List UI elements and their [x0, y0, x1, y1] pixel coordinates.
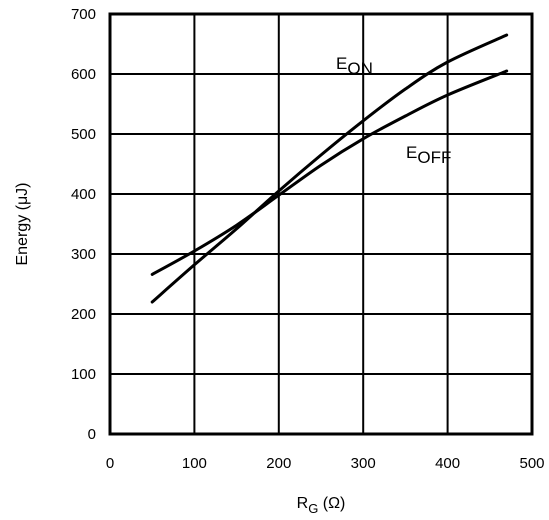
x-tick-label-400: 400	[435, 455, 460, 472]
series-line-eoff	[150, 69, 509, 276]
x-axis-ticks: 0 100 200 300 400 500	[106, 455, 545, 472]
y-axis-label: Energy (μJ)	[14, 182, 31, 265]
series-group	[150, 33, 509, 304]
series-label-eoff: EOFF	[406, 143, 451, 167]
x-tick-label-0: 0	[106, 455, 114, 472]
y-tick-label-400: 400	[71, 186, 96, 203]
grid	[110, 14, 532, 434]
x-axis-label-sub: G	[308, 501, 318, 516]
x-tick-label-200: 200	[266, 455, 291, 472]
series-label-eoff-sub: OFF	[417, 148, 451, 167]
y-tick-label-700: 700	[71, 6, 96, 23]
plot-frame	[108, 12, 534, 436]
x-tick-label-100: 100	[182, 455, 207, 472]
x-axis-label-main: R	[297, 495, 309, 512]
y-tick-label-600: 600	[71, 66, 96, 83]
series-label-eoff-main: E	[406, 143, 417, 162]
series-line-eon	[150, 33, 509, 304]
series-label-eon-main: E	[336, 54, 347, 73]
y-tick-label-100: 100	[71, 366, 96, 383]
x-tick-label-300: 300	[351, 455, 376, 472]
y-tick-label-200: 200	[71, 306, 96, 323]
x-tick-label-500: 500	[519, 455, 544, 472]
y-axis-ticks: 0 100 200 300 400 500 600 700	[71, 6, 96, 443]
y-tick-label-500: 500	[71, 126, 96, 143]
x-axis-label: RG (Ω)	[297, 495, 346, 516]
x-axis-label-unit: (Ω)	[318, 495, 345, 512]
y-tick-label-0: 0	[88, 426, 96, 443]
y-tick-label-300: 300	[71, 246, 96, 263]
series-label-eon: EON	[336, 54, 373, 78]
series-label-eon-sub: ON	[347, 59, 373, 78]
